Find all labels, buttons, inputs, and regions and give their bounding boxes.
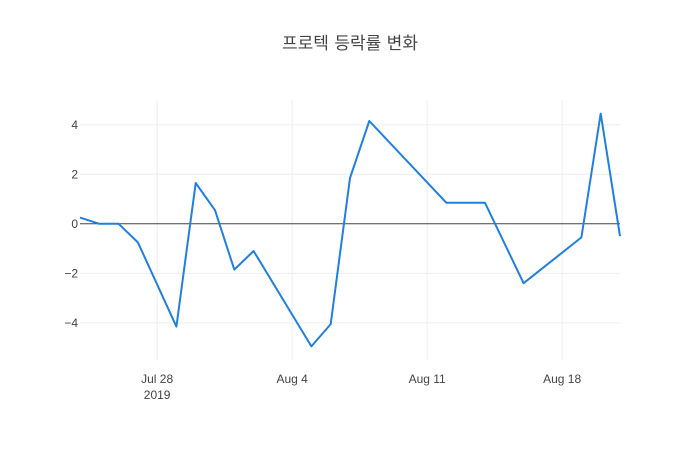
x-tick-label: Jul 28 <box>141 372 173 386</box>
y-tick-label: 0 <box>71 217 78 231</box>
data-point <box>309 344 313 348</box>
data-point <box>252 249 256 253</box>
x-tick-label: Aug 18 <box>543 372 581 386</box>
data-point <box>136 240 140 244</box>
data-point <box>329 322 333 326</box>
grid-layer <box>80 100 620 360</box>
y-tick-label: −4 <box>64 316 78 330</box>
x-tick-label: Aug 11 <box>409 372 446 386</box>
chart-title: 프로텍 등락률 변화 <box>282 34 418 54</box>
series-line <box>79 112 621 348</box>
data-point <box>194 181 198 185</box>
data-point <box>97 222 101 226</box>
y-tick-label: −2 <box>64 266 78 280</box>
data-point <box>348 176 352 180</box>
data-point <box>232 268 236 272</box>
data-point <box>579 235 583 239</box>
data-point <box>444 201 448 205</box>
data-point <box>618 234 622 238</box>
data-point <box>483 201 487 205</box>
x-tick-sublabel: 2019 <box>144 388 171 402</box>
data-point <box>522 281 526 285</box>
data-point <box>213 208 217 212</box>
data-point <box>174 325 178 329</box>
data-point <box>367 119 371 123</box>
series-layer <box>78 112 622 348</box>
data-point <box>117 222 121 226</box>
axis-layer: Jul 28 2019 Aug 4 Aug 11 Aug 18 4 2 0 −2 −4 <box>64 118 581 402</box>
y-tick-label: 4 <box>71 118 78 132</box>
x-tick-label: Aug 4 <box>276 372 308 386</box>
data-point <box>599 112 603 116</box>
y-tick-label: 2 <box>71 167 78 181</box>
data-point <box>78 216 82 220</box>
